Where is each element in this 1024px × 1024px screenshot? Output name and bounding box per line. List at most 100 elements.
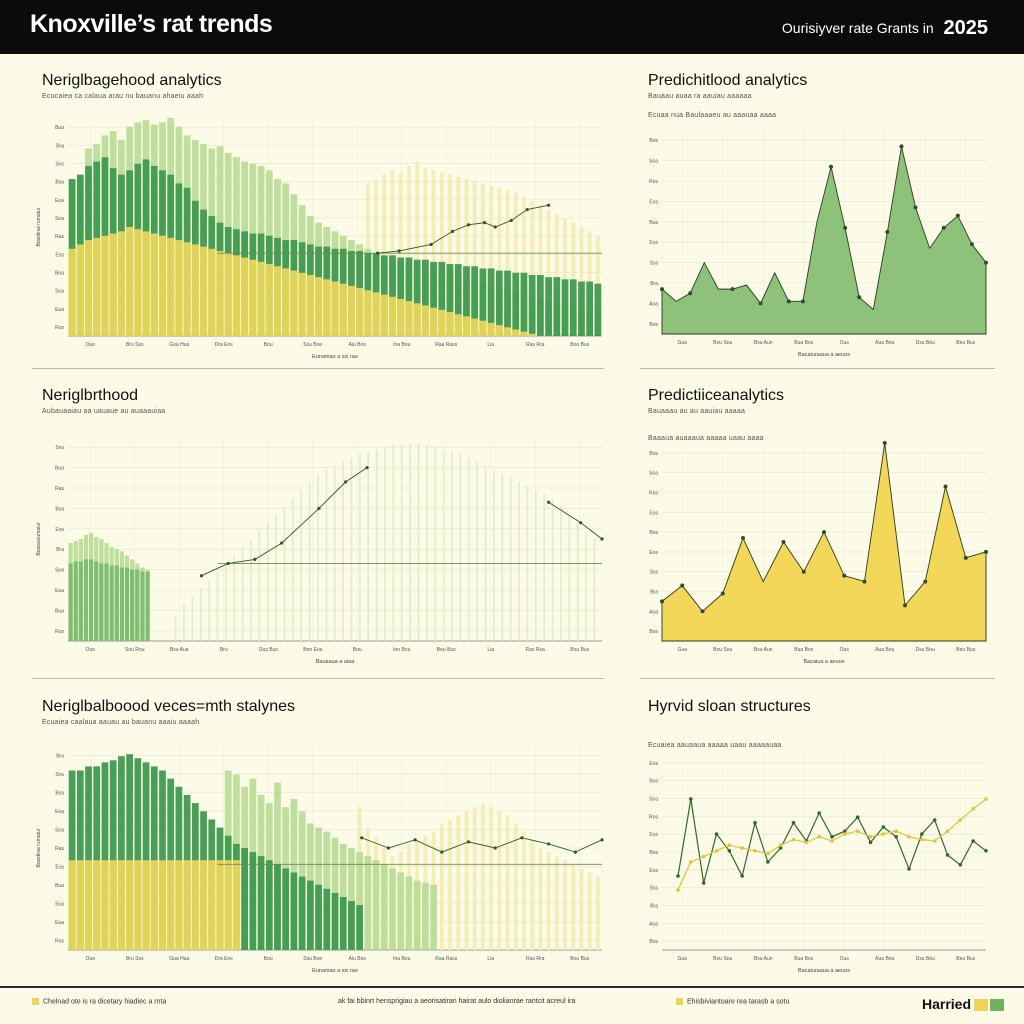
bar-pale-green <box>342 461 344 641</box>
bar-dark-green <box>101 762 109 950</box>
bar-pale-yellow <box>522 196 526 336</box>
y-tick-label: Ras <box>55 234 64 240</box>
y-tick-label: Bra <box>650 590 658 596</box>
bar-pale-green <box>333 465 336 641</box>
y-tick-label: Soa <box>55 902 64 908</box>
bar-mid-green <box>99 563 104 641</box>
panel-subtitle: Ecuaiea aauaaua aaaaa uaau aaaaauaa <box>648 742 782 749</box>
bar-yellow <box>487 322 495 336</box>
y-tick-label: Soa <box>55 568 64 574</box>
y-tick-label: Bsa <box>649 220 658 226</box>
bar-dark-green <box>454 264 462 336</box>
line-point <box>727 843 732 847</box>
bar-yellow <box>76 244 85 336</box>
bar-dark-green <box>569 279 577 336</box>
bar-yellow <box>429 307 438 336</box>
bar-mid-green <box>89 559 94 641</box>
line-point <box>676 874 680 878</box>
area-point <box>781 540 786 544</box>
bar-pale-green <box>568 514 571 641</box>
bar-light-green <box>422 882 429 950</box>
bar-pale-yellow <box>472 807 477 950</box>
bar-dark-green <box>578 281 585 336</box>
panel-subtitle: Bauaaau au au aauiau aaaaa <box>648 408 746 415</box>
bar-pale-yellow <box>489 807 493 950</box>
bar-pale-yellow <box>505 189 510 336</box>
x-tick-label: Aua Bou <box>875 956 894 962</box>
y-tick-label: Sss <box>650 261 659 267</box>
x-tick-label: Bou Sou <box>713 956 732 962</box>
header-year: 2025 <box>943 17 989 39</box>
x-tick-label: Ina Bou <box>393 956 410 962</box>
brand-name: Harried <box>921 996 971 1012</box>
x-tick-label: Gua <box>678 340 688 346</box>
x-tick-label: Beu Bus <box>956 956 975 962</box>
bar-pale-green <box>325 469 328 641</box>
trend-point <box>413 838 417 842</box>
x-tick-label: Dsu Bou <box>916 340 935 346</box>
x-tick-label: Bou <box>264 956 273 962</box>
bar-pale-green <box>283 506 286 641</box>
y-tick-label: Bua <box>55 270 64 276</box>
x-tick-label: Ras Rra <box>526 342 545 348</box>
trend-point <box>450 229 455 233</box>
trend-line <box>361 837 603 853</box>
area-point <box>984 260 988 265</box>
divider <box>640 368 995 369</box>
x-axis-label: Eunamao a sic rae <box>312 354 358 360</box>
area-series <box>661 442 987 642</box>
bar-pale-green <box>585 530 587 641</box>
line-point <box>714 832 719 836</box>
x-tick-label: Raa Rass <box>435 956 457 962</box>
bar-yellow <box>117 231 126 336</box>
bar-dark-green <box>389 255 396 336</box>
bar-pale-green <box>292 498 294 641</box>
bar-dark-green <box>348 901 355 950</box>
x-tick-label: Gua <box>678 647 688 653</box>
x-tick-label: Bua Bos <box>794 956 813 962</box>
bar-pale-yellow <box>522 831 526 950</box>
area-point <box>963 555 968 560</box>
bar-pale-yellow <box>538 205 543 336</box>
bar-pale-yellow <box>489 185 493 336</box>
trend-point <box>280 541 284 545</box>
trend-point <box>226 561 230 566</box>
bar-pale-green <box>560 506 562 641</box>
bar-pale-green <box>476 461 478 641</box>
bar-yellow <box>199 860 208 950</box>
y-tick-label: Eua <box>55 920 64 926</box>
bar-pale-yellow <box>464 179 469 336</box>
bar-light-green <box>405 876 413 950</box>
bar-mid-green <box>119 567 125 641</box>
bar-yellow <box>183 242 191 336</box>
bar-yellow <box>512 329 520 336</box>
panel-title: Predictiiceanalytics <box>648 387 785 404</box>
panel-predictive-analytics-2: Predictiiceanalytics Bauaaau au au aauia… <box>648 387 993 669</box>
footer-left-text: Chelnad ote is ra dicetary hiadiec a rnt… <box>43 998 167 1006</box>
bar-light-green <box>339 843 347 950</box>
x-tick-label: Ouo <box>86 342 96 348</box>
line-point <box>714 849 719 853</box>
bar-mid-green <box>130 569 135 641</box>
trend-point <box>365 466 369 470</box>
bar-mid-green <box>78 561 83 641</box>
trend-point <box>600 838 604 842</box>
bar-yellow <box>479 320 487 336</box>
trend-point <box>429 242 433 247</box>
bar-pale-green <box>459 453 462 641</box>
bar-yellow <box>413 303 421 336</box>
line-point <box>791 821 796 825</box>
bar-dark-green <box>339 896 347 950</box>
line-point <box>971 807 975 811</box>
area-point <box>913 205 918 210</box>
bar-yellow <box>191 860 200 950</box>
bar-yellow <box>101 860 109 950</box>
line-point <box>676 888 680 892</box>
bar-dark-green <box>315 884 322 950</box>
line-point <box>843 832 847 836</box>
bar-yellow <box>93 860 101 950</box>
bar-mid-green <box>145 571 150 641</box>
bar-light-green <box>372 860 380 950</box>
bar-dark-green <box>109 760 117 950</box>
panel-title: Neriglbalboood veces=mth stalynes <box>42 698 296 715</box>
